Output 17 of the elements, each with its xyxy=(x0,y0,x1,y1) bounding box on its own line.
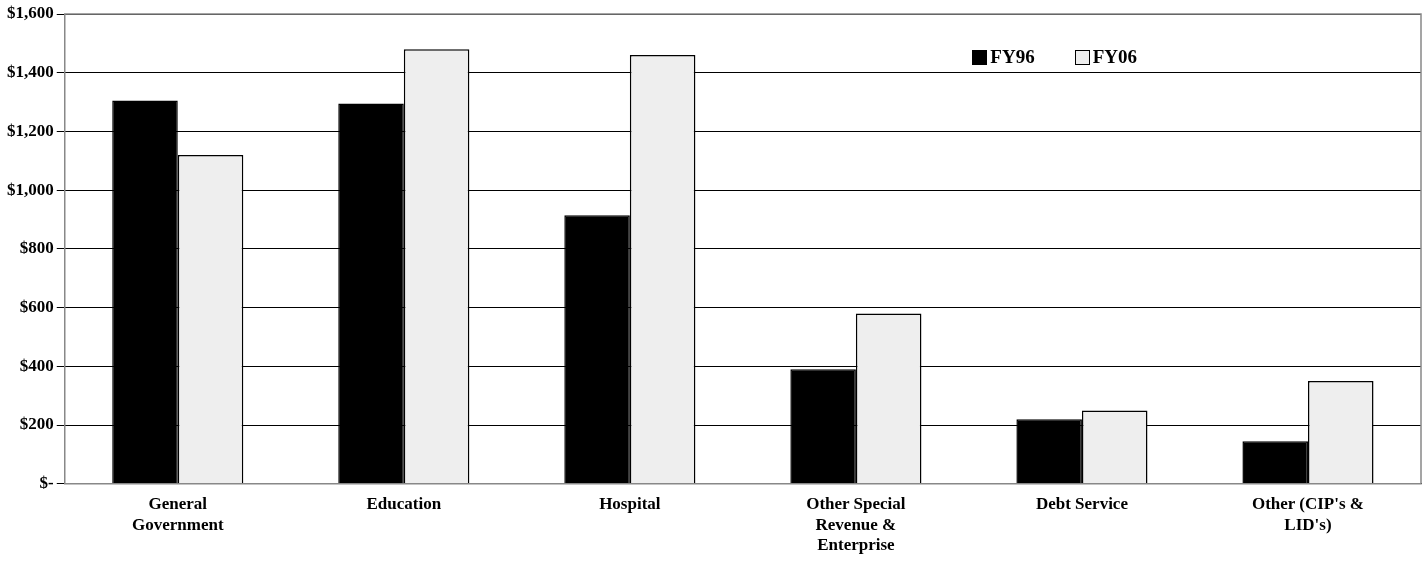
y-tick-label: $600 xyxy=(19,297,54,317)
x-tick-label: General Government xyxy=(131,494,224,534)
x-tick-label: Hospital xyxy=(599,494,661,514)
legend-label: FY06 xyxy=(1092,46,1137,69)
x-tick-label: Debt Service xyxy=(1035,494,1129,514)
x-tick-label: Education xyxy=(366,494,442,514)
y-tick-label: $1,600 xyxy=(7,3,54,23)
y-tick-label: $800 xyxy=(19,238,54,258)
legend-label: FY96 xyxy=(990,46,1035,69)
y-tick-label: $1,400 xyxy=(7,62,54,82)
y-tick-label: $400 xyxy=(19,355,54,375)
x-tick-label: Other (CIP's & LID's) xyxy=(1251,494,1365,534)
y-tick-label: $200 xyxy=(19,414,54,434)
y-tick-label: $1,000 xyxy=(7,179,54,199)
y-tick-label: $1,200 xyxy=(7,120,54,140)
y-tick-label: $- xyxy=(39,473,55,493)
x-tick-label: Other Special Revenue & Enterprise xyxy=(806,494,906,555)
